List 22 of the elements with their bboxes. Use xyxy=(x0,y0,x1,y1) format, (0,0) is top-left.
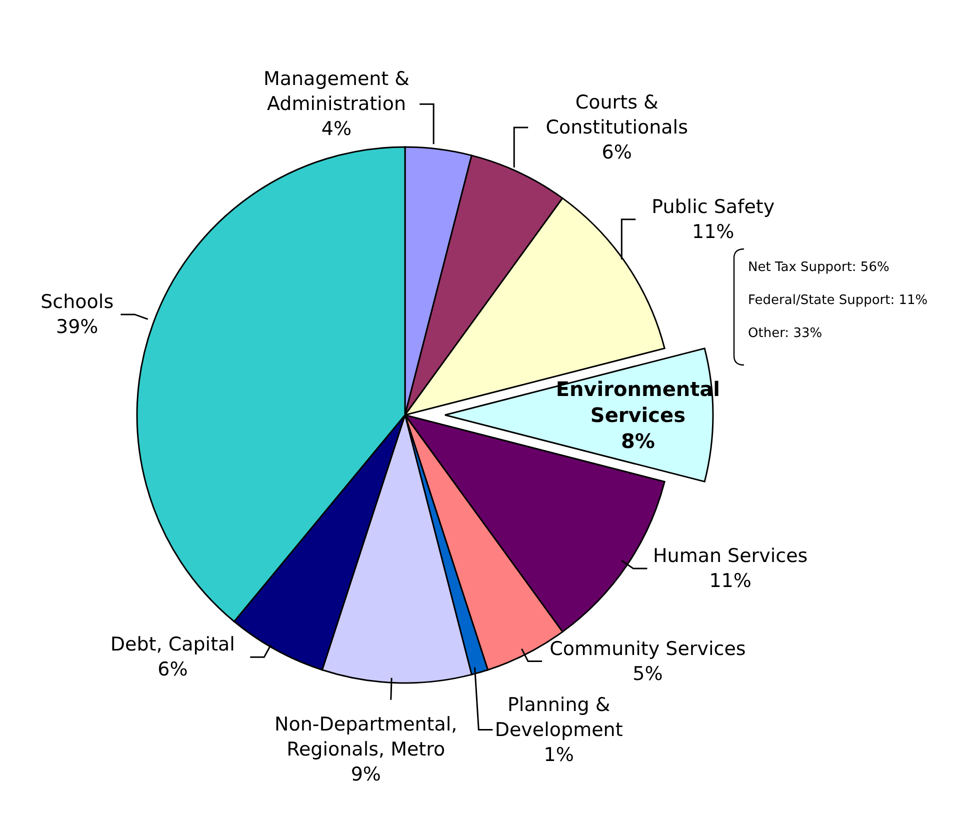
data-label: 6% xyxy=(158,658,188,681)
text: Other: 33% xyxy=(748,326,822,341)
data-label: 1% xyxy=(544,744,574,766)
data-label: 5% xyxy=(632,662,663,685)
slice-label: Courts & Constitutionals xyxy=(546,92,688,139)
text: Net Tax Support: 56% xyxy=(748,260,890,275)
data-label: 11% xyxy=(709,570,752,592)
slice-label: Management & Administration xyxy=(263,68,410,116)
data-label: 6% xyxy=(602,142,632,164)
slice-label: Non-Departmental, Regionals, Metro xyxy=(274,713,458,760)
text: Federal/State Support: 11% xyxy=(748,293,928,308)
slice-label: Planning & Development xyxy=(494,694,623,741)
data-label: 9% xyxy=(350,763,381,786)
slice-label: Public Safety xyxy=(652,196,775,218)
data-label: 39% xyxy=(56,316,98,338)
slice-label: Debt, Capital xyxy=(110,634,235,656)
slice-label: Human Services xyxy=(652,545,808,568)
slice-label: Community Services xyxy=(550,638,746,660)
slice-label: Schools xyxy=(40,290,114,313)
data-label: 11% xyxy=(692,220,734,243)
data-label: 4% xyxy=(321,118,352,140)
data-label: 8% xyxy=(620,429,655,453)
